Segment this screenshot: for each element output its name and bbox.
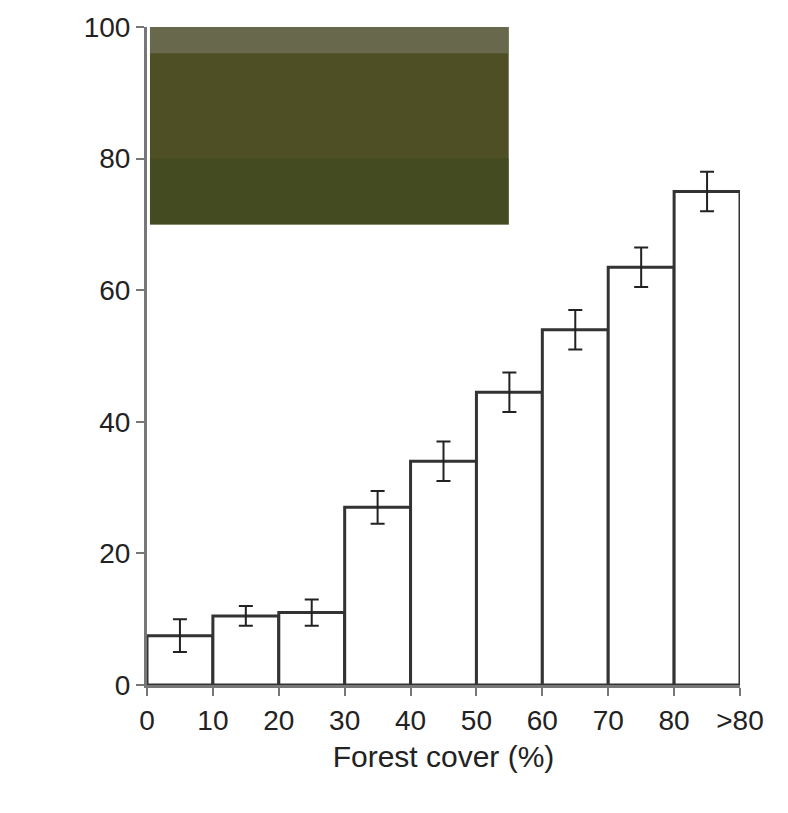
svg-text:10: 10 <box>197 705 228 736</box>
svg-text:30: 30 <box>329 705 360 736</box>
svg-text:40: 40 <box>99 407 130 438</box>
svg-text:60: 60 <box>527 705 558 736</box>
svg-text:100: 100 <box>84 12 131 43</box>
svg-text:80: 80 <box>99 143 130 174</box>
svg-text:20: 20 <box>99 538 130 569</box>
svg-text:0: 0 <box>115 670 131 701</box>
svg-text:80: 80 <box>659 705 690 736</box>
svg-text:50: 50 <box>461 705 492 736</box>
svg-text:70: 70 <box>593 705 624 736</box>
svg-text:>80: >80 <box>716 705 764 736</box>
svg-text:40: 40 <box>395 705 426 736</box>
svg-text:Forest cover (%): Forest cover (%) <box>333 740 555 773</box>
svg-text:60: 60 <box>99 275 130 306</box>
svg-text:20: 20 <box>263 705 294 736</box>
svg-text:0: 0 <box>139 705 155 736</box>
